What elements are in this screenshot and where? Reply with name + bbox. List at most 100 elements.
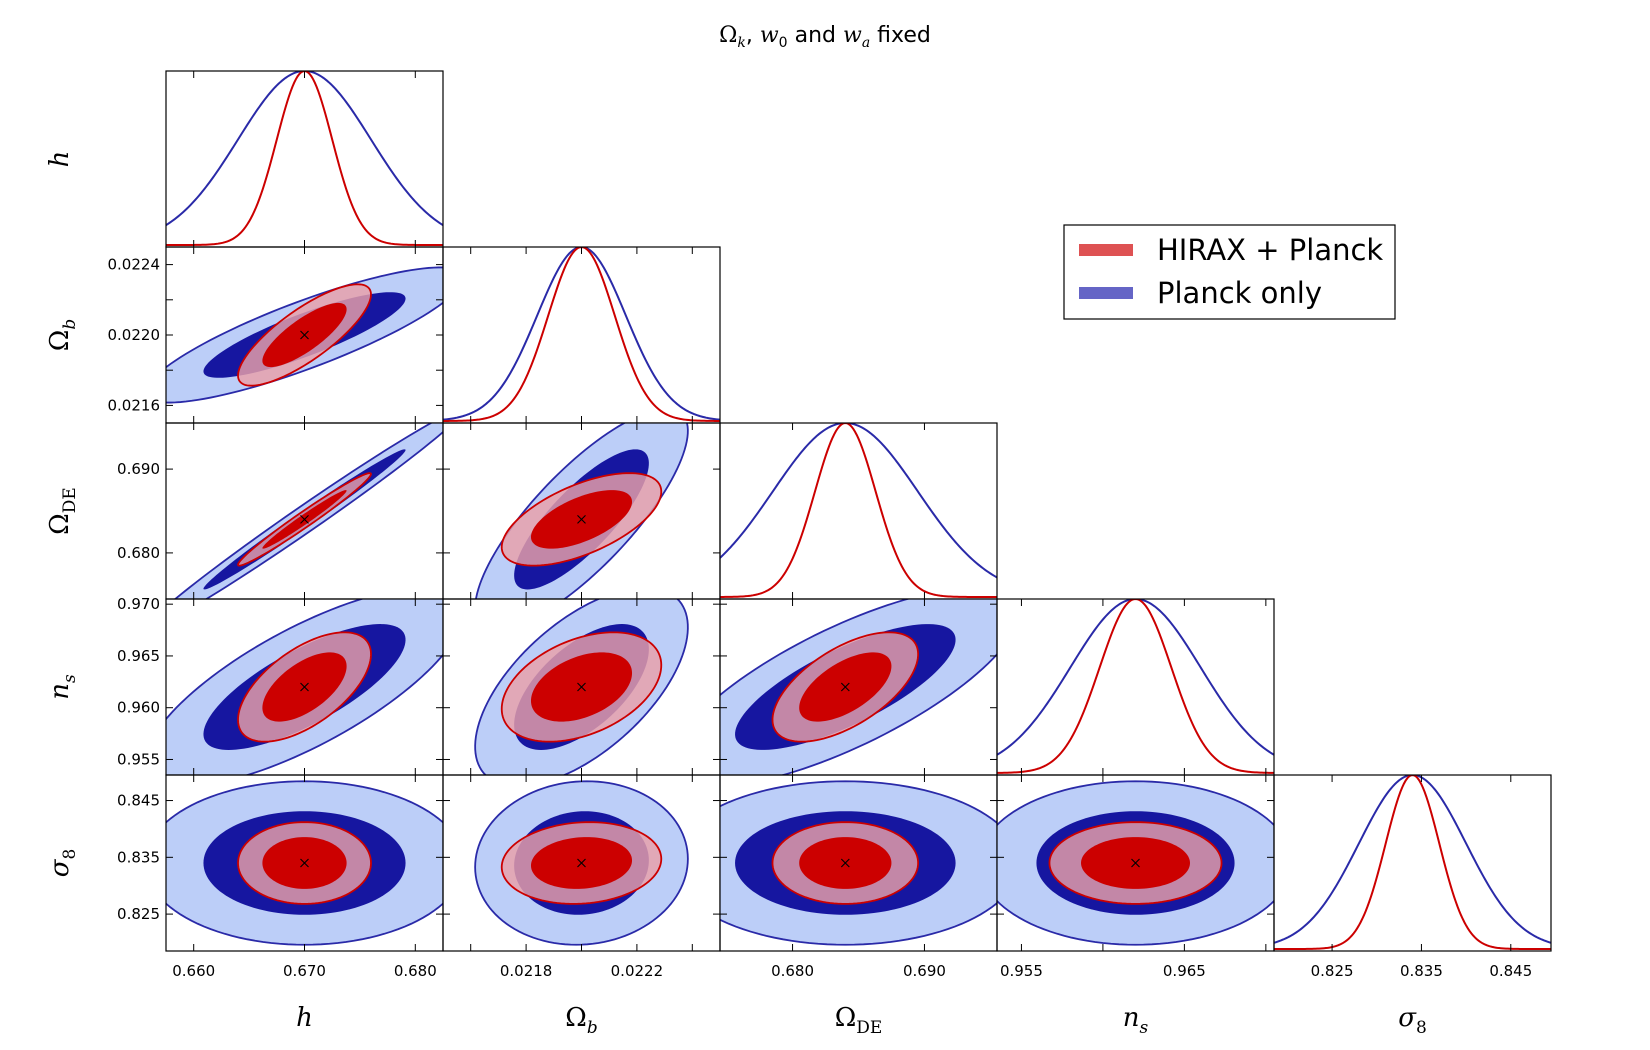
panel-grid	[165, 70, 1552, 952]
title-k-sub: k	[737, 35, 745, 51]
fiducial-marker	[300, 682, 309, 692]
label-subscript: 8	[60, 849, 80, 860]
label-subscript: 8	[1416, 1018, 1427, 1038]
y-tick-label-omega_b: 0.0220	[108, 326, 161, 344]
x-tick-label-omega_de: 0.690	[903, 962, 946, 980]
x-axis-label-omega_de: ΩDE	[835, 1003, 883, 1038]
tick-labels: 0.660 0.670 0.680 0.0218 0.0222 0.680 0.690 0.9…	[108, 256, 1533, 980]
title-and: and	[788, 23, 843, 48]
panel-content	[166, 266, 443, 404]
x-tick-label-h: 0.680	[394, 962, 437, 980]
label-main: σ	[1398, 1003, 1417, 1033]
y-tick-label-n_s: 0.960	[117, 699, 160, 717]
panel-content	[443, 247, 720, 422]
panel-content	[997, 780, 1274, 946]
label-subscript: DE	[60, 487, 80, 513]
hirax-planck-marginal-n_s	[997, 599, 1274, 774]
panel-n_s-vs-h	[165, 598, 444, 776]
legend-label: HIRAX + Planck	[1157, 233, 1383, 267]
planck-only-marginal-n_s	[997, 599, 1274, 756]
panel-sigma_8-vs-omega_de	[719, 774, 998, 952]
planck-only-marginal-sigma_8	[1274, 775, 1551, 944]
panel-frame	[165, 70, 444, 248]
panel-content	[720, 599, 997, 775]
title-a-sub: a	[862, 35, 870, 51]
planck-only-marginal-omega_b	[443, 247, 720, 421]
panel-frame	[719, 422, 998, 600]
panel-content	[474, 599, 689, 775]
title-w: w	[760, 23, 779, 48]
y-tick-label-n_s: 0.955	[117, 750, 160, 768]
title-0-sub: 0	[779, 35, 788, 51]
x-axis-label-sigma_8: σ8	[1398, 1003, 1427, 1038]
y-tick-label-sigma_8: 0.835	[117, 848, 160, 866]
label-main: Ω	[565, 1003, 587, 1033]
panel-h-vs-h	[165, 70, 444, 248]
label-main: h	[45, 151, 75, 168]
x-axis-label-omega_b: Ωb	[565, 1003, 597, 1038]
fiducial-marker	[300, 330, 309, 340]
fiducial-marker	[840, 858, 850, 868]
title-sep: ,	[746, 23, 760, 48]
y-axis-label-n_s: ns	[45, 674, 80, 700]
label-subscript: DE	[856, 1018, 882, 1038]
x-tick-label-sigma_8: 0.835	[1400, 962, 1443, 980]
label-main: Ω	[45, 513, 75, 535]
panel-sigma_8-vs-n_s	[996, 774, 1275, 952]
fiducial-marker	[300, 858, 309, 868]
x-tick-label-h: 0.660	[172, 962, 215, 980]
panel-content	[475, 423, 689, 599]
y-tick-label-omega_b: 0.0224	[108, 256, 161, 274]
panel-omega_b-vs-h	[165, 246, 444, 424]
y-axis-label-omega_b: Ωb	[45, 319, 80, 351]
panel-sigma_8-vs-sigma_8	[1273, 774, 1552, 952]
panel-content	[474, 780, 689, 946]
hirax-planck-marginal-sigma_8	[1274, 775, 1551, 950]
panel-n_s-vs-omega_b	[442, 598, 721, 776]
label-main: h	[296, 1003, 313, 1033]
x-axis-label-h: h	[296, 1003, 313, 1033]
x-tick-label-n_s: 0.965	[1163, 962, 1206, 980]
fiducial-marker	[577, 858, 586, 868]
x-tick-label-sigma_8: 0.825	[1311, 962, 1354, 980]
y-tick-label-omega_de: 0.690	[117, 460, 160, 478]
panel-sigma_8-vs-omega_b	[442, 774, 721, 952]
legend-swatch	[1079, 244, 1133, 256]
panel-omega_de-vs-omega_b	[442, 422, 721, 600]
y-tick-label-omega_de: 0.680	[117, 544, 160, 562]
panel-content	[166, 599, 443, 775]
panel-n_s-vs-n_s	[996, 598, 1275, 776]
panel-content	[720, 780, 997, 946]
y-axis-label-omega_de: ΩDE	[45, 487, 80, 535]
x-axis-label-n_s: ns	[1123, 1003, 1149, 1038]
panel-content	[173, 423, 443, 599]
legend-box	[1063, 224, 1396, 320]
hirax-planck-marginal-omega_b	[443, 247, 720, 422]
panel-content	[1274, 775, 1551, 950]
panel-content	[166, 71, 443, 246]
panel-sigma_8-vs-h	[165, 774, 444, 952]
fiducial-marker	[577, 514, 586, 524]
figure-title: Ωk, w0 and wa fixed	[719, 23, 931, 51]
planck-only-marginal-h	[166, 71, 443, 226]
y-tick-label-n_s: 0.965	[117, 647, 160, 665]
panel-frame	[996, 598, 1275, 776]
y-axis-label-h: h	[45, 151, 75, 168]
panel-n_s-vs-omega_de	[719, 598, 998, 776]
fiducial-marker	[300, 514, 309, 524]
label-subscript: s	[1140, 1018, 1149, 1038]
x-tick-label-omega_b: 0.0222	[611, 962, 664, 980]
x-tick-label-n_s: 0.955	[1000, 962, 1043, 980]
label-subscript: s	[60, 674, 80, 683]
panel-content	[166, 780, 443, 946]
label-main: Ω	[45, 330, 75, 352]
label-subscript: b	[60, 319, 80, 330]
y-tick-label-sigma_8: 0.825	[117, 905, 160, 923]
title-w2: w	[843, 23, 862, 48]
legend: HIRAX + Planck Planck only	[1063, 224, 1396, 320]
x-tick-label-sigma_8: 0.845	[1489, 962, 1532, 980]
hirax-planck-marginal-omega_de	[720, 423, 997, 598]
x-tick-label-omega_de: 0.680	[771, 962, 814, 980]
